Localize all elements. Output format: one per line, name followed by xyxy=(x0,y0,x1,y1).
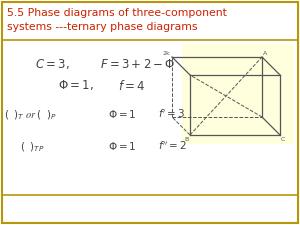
Text: $f''=2$: $f''=2$ xyxy=(158,140,187,152)
Text: $(\;\;)_{TP}$: $(\;\;)_{TP}$ xyxy=(20,140,45,154)
Text: $f'=3$: $f'=3$ xyxy=(158,108,185,120)
Text: $f=4$: $f=4$ xyxy=(118,78,146,92)
Text: $F=3+2-\Phi$: $F=3+2-\Phi$ xyxy=(100,57,176,70)
Bar xyxy=(182,44,294,144)
Text: $\Phi=1$: $\Phi=1$ xyxy=(108,108,136,120)
Text: B: B xyxy=(185,137,189,142)
Text: $(\;\;)_T$ or $(\;\;)_P$: $(\;\;)_T$ or $(\;\;)_P$ xyxy=(4,108,57,122)
Text: $\Phi=1$: $\Phi=1$ xyxy=(108,140,136,152)
Text: $\Phi=1,$: $\Phi=1,$ xyxy=(58,78,94,92)
Text: systems ---ternary phase diagrams: systems ---ternary phase diagrams xyxy=(7,22,197,32)
Text: $C=3,$: $C=3,$ xyxy=(35,57,70,71)
Text: 2k: 2k xyxy=(162,51,170,56)
Text: C: C xyxy=(281,137,285,142)
Text: A: A xyxy=(263,51,267,56)
Text: 5.5 Phase diagrams of three-component: 5.5 Phase diagrams of three-component xyxy=(7,8,227,18)
